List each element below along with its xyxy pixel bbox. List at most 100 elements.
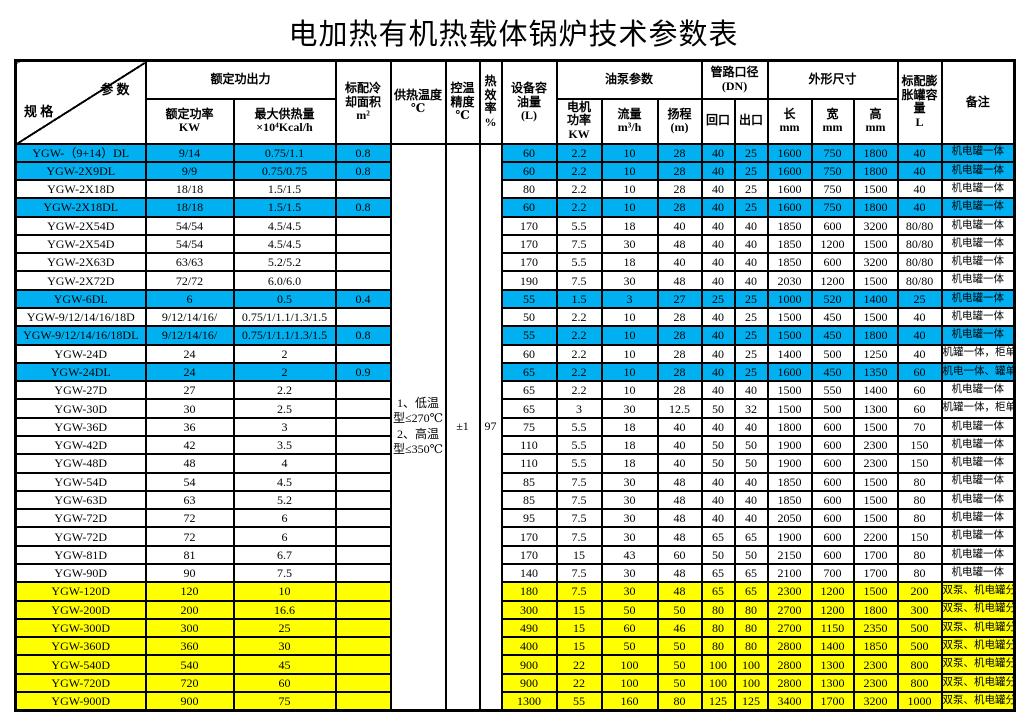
cell-lift: 40 [656, 215, 703, 236]
cell-flow: 10 [600, 307, 659, 328]
cell-max-heat: 6.0/6.0 [232, 270, 337, 291]
cell-remark: 机电罐一体 [940, 179, 1016, 200]
cell-height: 1500 [852, 416, 899, 438]
cell-length: 1850 [766, 233, 813, 255]
header-length: 长 mm [766, 97, 813, 145]
cell-inlet: 40 [700, 471, 736, 492]
cell-cooling-area [334, 343, 392, 364]
cell-length: 2100 [766, 562, 813, 584]
cell-height: 1500 [852, 508, 899, 529]
table-row: YGW-2X9DL 9/9 0.75/0.75 0.8 60 2.2 10 28 40 25 160… [14, 160, 1016, 182]
cell-inlet: 40 [700, 160, 736, 182]
cell-oil-volume: 65 [500, 361, 558, 383]
cell-outlet: 80 [733, 617, 769, 639]
cell-tank: 60 [896, 398, 943, 419]
cell-outlet: 40 [733, 380, 769, 401]
cell-rated-power: 24 [144, 343, 235, 364]
cell-model: YGW-63D [14, 489, 147, 511]
cell-outlet: 40 [733, 270, 769, 291]
cell-model: YGW-36D [14, 416, 147, 438]
cell-inlet: 40 [700, 489, 736, 511]
cell-lift: 28 [656, 343, 703, 364]
cell-width: 450 [810, 325, 855, 346]
cell-cooling-area [334, 252, 392, 273]
cell-cooling-area [334, 581, 392, 602]
cell-rated-power: 63/63 [144, 252, 235, 273]
cell-outlet: 50 [733, 434, 769, 456]
cell-model: YGW-9/12/14/16/18D [14, 307, 147, 328]
cell-height: 2300 [852, 453, 899, 474]
cell-tank: 25 [896, 288, 943, 310]
cell-model: YGW-360D [14, 636, 147, 657]
cell-oil-volume: 170 [500, 233, 558, 255]
cell-max-heat: 4.5/4.5 [232, 215, 337, 236]
cell-oil-volume: 85 [500, 489, 558, 511]
table-row: YGW-48D 48 4 110 5.5 18 40 50 50 1900 600 2300 150 机电… [14, 453, 1016, 474]
cell-height: 1850 [852, 636, 899, 657]
cell-length: 2030 [766, 270, 813, 291]
cell-oil-volume: 65 [500, 398, 558, 419]
cell-lift: 28 [656, 160, 703, 182]
cell-oil-volume: 60 [500, 160, 558, 182]
cell-inlet: 100 [700, 654, 736, 675]
cell-remark: 机电罐一体 [940, 325, 1016, 346]
cell-tank: 300 [896, 599, 943, 620]
cell-height: 1800 [852, 197, 899, 218]
cell-model: YGW-54D [14, 471, 147, 492]
cell-remark: 机电罐一体 [940, 380, 1016, 401]
table-row: YGW-2X54D 54/54 4.5/4.5 170 5.5 18 40 40 40 1850 6… [14, 215, 1016, 236]
corner-spec-param-cell: 参 数 规 格 [14, 59, 147, 145]
cell-remark: 机电罐一体 [940, 508, 1016, 529]
cell-max-heat: 1.5/1.5 [232, 179, 337, 200]
cell-oil-volume: 900 [500, 654, 558, 675]
cell-motor-power: 2.2 [555, 307, 603, 328]
cell-flow: 30 [600, 270, 659, 291]
header-max-heat: 最大供热量 ×10⁴Kcal/h [232, 97, 337, 145]
cell-rated-power: 54/54 [144, 233, 235, 255]
cell-rated-power: 18/18 [144, 197, 235, 218]
cell-width: 600 [810, 526, 855, 547]
cell-rated-power: 72 [144, 526, 235, 547]
cell-flow: 30 [600, 508, 659, 529]
cell-remark: 机电罐一体 [940, 307, 1016, 328]
cell-length: 2800 [766, 672, 813, 693]
cell-motor-power: 5.5 [555, 434, 603, 456]
cell-height: 1500 [852, 270, 899, 291]
cell-length: 1400 [766, 343, 813, 364]
cell-remark: 双泵、机电罐分 [940, 617, 1016, 639]
cell-inlet: 40 [700, 270, 736, 291]
cell-model: YGW-6DL [14, 288, 147, 310]
table-row: YGW-360D 360 30 400 15 50 50 80 80 2800 1400 1850 50… [14, 636, 1016, 657]
cell-cooling-area [334, 544, 392, 565]
cell-height: 1800 [852, 599, 899, 620]
cell-motor-power: 15 [555, 617, 603, 639]
cell-rated-power: 540 [144, 654, 235, 675]
cell-motor-power: 5.5 [555, 215, 603, 236]
cell-rated-power: 24 [144, 361, 235, 383]
cell-height: 2300 [852, 434, 899, 456]
cell-width: 750 [810, 197, 855, 218]
cell-width: 1200 [810, 270, 855, 291]
cell-remark: 双泵、机电罐分 [940, 636, 1016, 657]
cell-lift: 28 [656, 197, 703, 218]
cell-cooling-area [334, 599, 392, 620]
cell-cooling-area [334, 471, 392, 492]
cell-oil-volume: 110 [500, 453, 558, 474]
cell-model: YGW-900D [14, 690, 147, 712]
cell-cooling-area [334, 617, 392, 639]
cell-inlet: 50 [700, 544, 736, 565]
cell-width: 600 [810, 215, 855, 236]
cell-rated-power: 200 [144, 599, 235, 620]
cell-cooling-area [334, 307, 392, 328]
table-row: YGW-63D 63 5.2 85 7.5 30 48 40 40 1850 600 1500 80 机电… [14, 489, 1016, 511]
cell-height: 2300 [852, 654, 899, 675]
cell-outlet: 40 [733, 252, 769, 273]
cell-motor-power: 7.5 [555, 508, 603, 529]
cell-tank: 150 [896, 453, 943, 474]
cell-length: 1600 [766, 361, 813, 383]
cell-max-heat: 3.5 [232, 434, 337, 456]
cell-width: 1400 [810, 636, 855, 657]
cell-lift: 28 [656, 361, 703, 383]
cell-lift: 48 [656, 489, 703, 511]
